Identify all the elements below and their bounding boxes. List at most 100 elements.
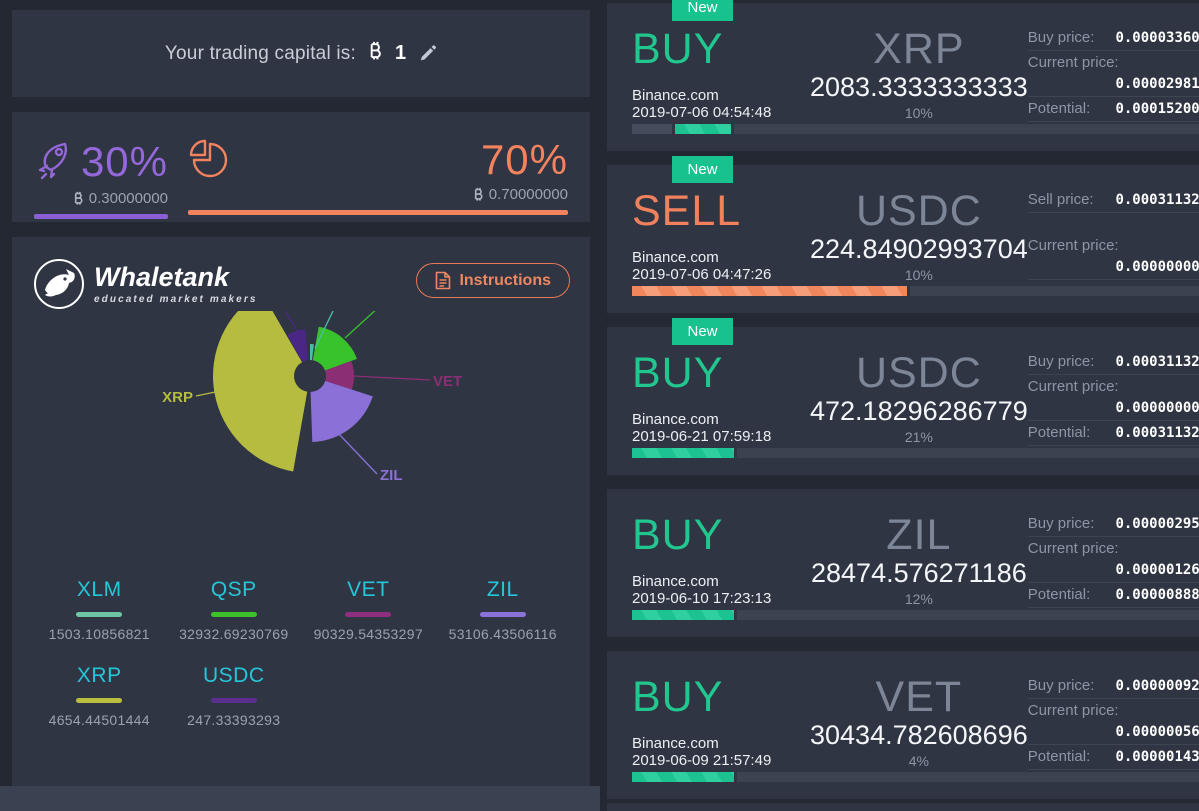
signal-percent: 21% xyxy=(904,429,933,445)
signal-card-buy-zil[interactable]: BUY Binance.com 2019-06-10 17:23:13 ZIL 2847… xyxy=(607,489,1199,637)
price-row: Sell price: 0.00031132 xyxy=(1027,191,1199,213)
signal-card-buy-vet[interactable]: BUY Binance.com 2019-06-09 21:57:49 VET 3043… xyxy=(607,651,1199,799)
legend-coin-name: USDC xyxy=(202,664,265,687)
signal-coin: XRP xyxy=(873,25,965,73)
signal-coin: VET xyxy=(875,673,963,721)
reserve-btc-amount: 0.70000000 xyxy=(188,186,568,203)
price-value: 0.00000092 xyxy=(1115,678,1199,694)
legend-coin-name: ZIL xyxy=(486,578,519,601)
signal-exchange: Binance.com xyxy=(632,410,719,428)
reserve-percent: 70% xyxy=(480,135,568,183)
legend-color-bar xyxy=(345,612,392,617)
signal-exchange: Binance.com xyxy=(632,734,719,752)
brand-name: Whaletank xyxy=(94,261,230,292)
allocation-panel: 30% 0.30000000 70% xyxy=(12,112,590,222)
trading-capital-value: 1 xyxy=(394,42,407,64)
price-label: Buy price: xyxy=(1027,677,1095,694)
price-row: Potential: 0.00000888 xyxy=(1027,586,1199,608)
progress-bar xyxy=(632,124,1199,134)
signal-percent: 10% xyxy=(904,267,933,283)
document-icon xyxy=(436,271,451,290)
legend-coin-amount: 4654.44501444 xyxy=(48,712,150,728)
price-label: Current price: xyxy=(1027,237,1119,254)
legend-item-xrp: XRP 4654.44501444 xyxy=(32,664,167,728)
legend-coin-name: XRP xyxy=(76,664,122,687)
price-value: 0.00000000 xyxy=(1115,400,1199,416)
pie-hole xyxy=(294,360,326,392)
left-column: Your trading capital is: 1 xyxy=(0,0,600,811)
signal-coin: USDC xyxy=(855,349,982,397)
price-row: Current price: 0.00002981 xyxy=(1027,54,1199,100)
legend-coin-amount: 90329.54353297 xyxy=(313,626,423,642)
pie-leader-line-xlm xyxy=(314,311,334,349)
legend-color-bar xyxy=(479,612,526,617)
pie-leader-line-qsp xyxy=(344,311,376,339)
price-row: Potential: 0.00015200 xyxy=(1027,100,1199,122)
price-value: 0.00000126 xyxy=(1115,562,1199,578)
price-row: Current price: 0.00000126 xyxy=(1027,540,1199,586)
signal-action: BUY xyxy=(632,511,724,559)
edit-capital-icon[interactable] xyxy=(418,44,437,63)
price-row: Buy price: 0.00031132 xyxy=(1027,353,1199,375)
legend-color-bar xyxy=(210,698,257,703)
progress-fill xyxy=(674,124,735,134)
price-value: 0.00031132 xyxy=(1115,425,1199,441)
price-value: 0.00002981 xyxy=(1115,76,1199,92)
signal-card-buy-usdc[interactable]: New BUY Binance.com 2019-06-21 07:59:18 USDC… xyxy=(607,318,1199,475)
price-label: Current price: xyxy=(1027,540,1119,557)
instructions-button[interactable]: Instructions xyxy=(416,263,570,298)
rocket-icon xyxy=(34,136,78,187)
pie-label-zil: ZIL xyxy=(380,467,403,484)
price-label: Buy price: xyxy=(1027,353,1095,370)
pie-segment-qsp[interactable] xyxy=(310,326,357,376)
price-label: Potential: xyxy=(1027,748,1091,765)
legend-coin-name: QSP xyxy=(210,578,257,601)
active-percent: 30% xyxy=(80,137,168,185)
progress-fill xyxy=(632,286,911,296)
legend-item-qsp: QSP 32932.69230769 xyxy=(167,578,302,642)
bitcoin-icon xyxy=(368,41,383,66)
pie-segment-vet[interactable] xyxy=(310,360,354,390)
signal-amount: 224.84902993704 xyxy=(810,234,1028,265)
pie-leader-line-zil xyxy=(337,432,378,475)
portfolio-chart-wrap: XLMQSPVETZILXRPUSDC xyxy=(32,311,570,576)
allocation-active: 30% 0.30000000 xyxy=(34,136,168,222)
price-row: Current price: 0.00000000 xyxy=(1027,237,1199,283)
price-value: 0.00000888 xyxy=(1115,587,1199,603)
legend-color-bar xyxy=(210,612,257,617)
legend-coin-name: VET xyxy=(347,578,390,601)
legend-coin-amount: 53106.43506116 xyxy=(448,626,557,642)
signal-datetime: 2019-06-21 07:59:18 xyxy=(632,427,772,445)
signal-card-sell-usdc[interactable]: New SELL Binance.com 2019-07-06 04:47:26 USD… xyxy=(607,156,1199,313)
signal-percent: 12% xyxy=(904,591,933,607)
price-label: Potential: xyxy=(1027,586,1091,603)
price-value: 0.00031132 xyxy=(1115,354,1199,370)
legend-item-xlm: XLM 1503.10856821 xyxy=(32,578,167,642)
pie-segment-zil[interactable] xyxy=(310,376,373,442)
trading-capital-panel: Your trading capital is: 1 xyxy=(12,10,590,97)
price-label: Potential: xyxy=(1027,424,1091,441)
signal-action: SELL xyxy=(632,187,742,235)
price-value: 0.00003360 xyxy=(1115,30,1199,46)
signal-exchange: Binance.com xyxy=(632,248,719,266)
pie-leader-line-vet xyxy=(352,375,431,381)
signal-amount: 472.18296286779 xyxy=(810,396,1028,427)
price-row: Potential: 0.00031132 xyxy=(1027,424,1199,446)
signal-amount: 28474.576271186 xyxy=(811,558,1027,589)
signal-percent: 4% xyxy=(908,753,929,769)
portfolio-panel: Whaletank educated market makers Instruc… xyxy=(12,237,590,788)
pie-segment-xrp[interactable] xyxy=(213,311,310,472)
price-row: Current price: 0.00000056 xyxy=(1027,702,1199,748)
active-allocation-bar xyxy=(34,214,168,219)
footer-band xyxy=(0,786,600,811)
price-value: 0.00000000 xyxy=(1115,259,1199,275)
signal-prices: Buy price: 0.00031132 Current price: 0.0000… xyxy=(1027,353,1199,446)
price-value: 0.00000295 xyxy=(1115,516,1199,532)
pie-label-xrp: XRP xyxy=(162,389,193,406)
pie-chart-icon xyxy=(188,136,228,183)
legend-color-bar xyxy=(76,698,123,703)
progress-bar xyxy=(632,286,1199,296)
allocation-reserve: 70% 0.70000000 xyxy=(188,136,568,222)
signal-card-buy-xrp[interactable]: New BUY Binance.com 2019-07-06 04:54:48 XRP 2… xyxy=(607,0,1199,151)
